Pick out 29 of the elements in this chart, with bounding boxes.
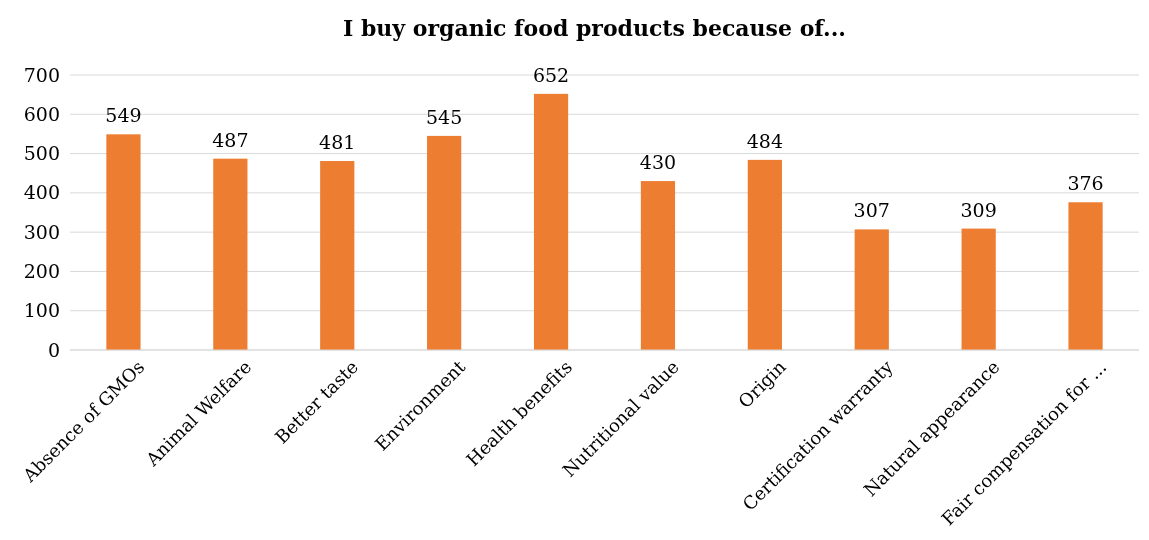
data-label: 376 [1067, 172, 1104, 195]
y-tick-label: 600 [23, 102, 60, 125]
data-label: 481 [319, 131, 356, 154]
bar [1068, 202, 1103, 350]
data-label: 307 [853, 199, 890, 222]
data-label: 487 [212, 128, 249, 151]
data-label: 652 [532, 63, 570, 86]
chart-title: I buy organic food products because of... [343, 15, 846, 41]
bar [106, 134, 141, 350]
bar [640, 181, 676, 350]
bar [747, 159, 782, 350]
y-tick-label: 100 [23, 299, 60, 322]
bar [427, 135, 462, 350]
data-label: 430 [639, 151, 677, 174]
y-tick-label: 300 [23, 220, 60, 243]
y-tick-label: 0 [47, 338, 60, 361]
bar [854, 229, 889, 350]
y-tick-label: 700 [23, 63, 60, 86]
y-tick-label: 200 [23, 260, 60, 283]
data-label: 545 [426, 105, 463, 128]
bar [213, 158, 248, 350]
data-label: 309 [960, 198, 997, 221]
y-tick-label: 400 [23, 181, 60, 204]
bar [533, 93, 569, 350]
y-tick-label: 500 [23, 142, 60, 165]
bar [961, 228, 996, 350]
bar [320, 161, 355, 350]
data-label: 549 [105, 104, 142, 127]
data-label: 484 [746, 129, 783, 152]
